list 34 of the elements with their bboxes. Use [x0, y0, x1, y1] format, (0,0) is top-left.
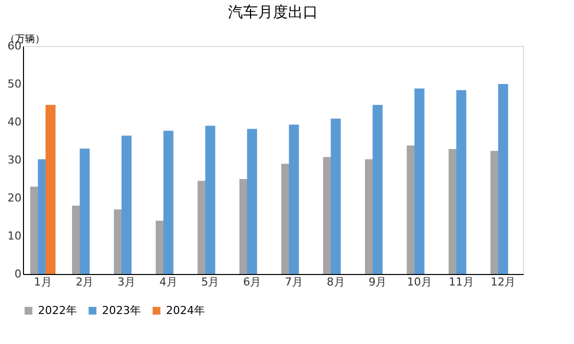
x-tick-label: 6月 — [243, 276, 262, 288]
bar — [247, 128, 258, 274]
bar — [288, 124, 299, 274]
y-tick-label: 50 — [8, 78, 22, 90]
bar — [205, 126, 216, 274]
y-tick-label: 0 — [14, 268, 22, 280]
x-tick-label: 12月 — [490, 276, 516, 288]
bar — [414, 88, 424, 274]
bar — [330, 118, 341, 274]
x-tick-label: 8月 — [326, 276, 345, 288]
x-tick-label: 10月 — [406, 276, 432, 288]
x-tick-label: 5月 — [201, 276, 220, 288]
legend-label: 2023年 — [102, 304, 141, 317]
x-tick-label: 1月 — [34, 276, 52, 288]
x-tick-label: 4月 — [159, 276, 178, 288]
x-tick-label: 7月 — [284, 276, 303, 288]
bar — [372, 104, 383, 274]
bar — [122, 136, 132, 274]
bar — [163, 130, 174, 274]
bar — [498, 84, 508, 274]
x-tick-label: 9月 — [368, 276, 387, 288]
x-tick-label: 11月 — [448, 276, 474, 288]
y-tick-label: 20 — [8, 192, 22, 204]
y-tick-label: 30 — [8, 154, 22, 166]
bar — [46, 104, 56, 274]
bar — [80, 148, 90, 274]
legend-label: 2024年 — [166, 304, 205, 317]
bar — [456, 90, 466, 274]
y-tick-label: 40 — [8, 116, 22, 128]
x-tick-label: 2月 — [76, 276, 94, 288]
legend-label: 2022年 — [38, 304, 77, 317]
x-tick-label: 3月 — [118, 276, 136, 288]
y-tick-label: 10 — [8, 230, 22, 242]
chart-title: 汽车月度出口 — [228, 3, 318, 21]
